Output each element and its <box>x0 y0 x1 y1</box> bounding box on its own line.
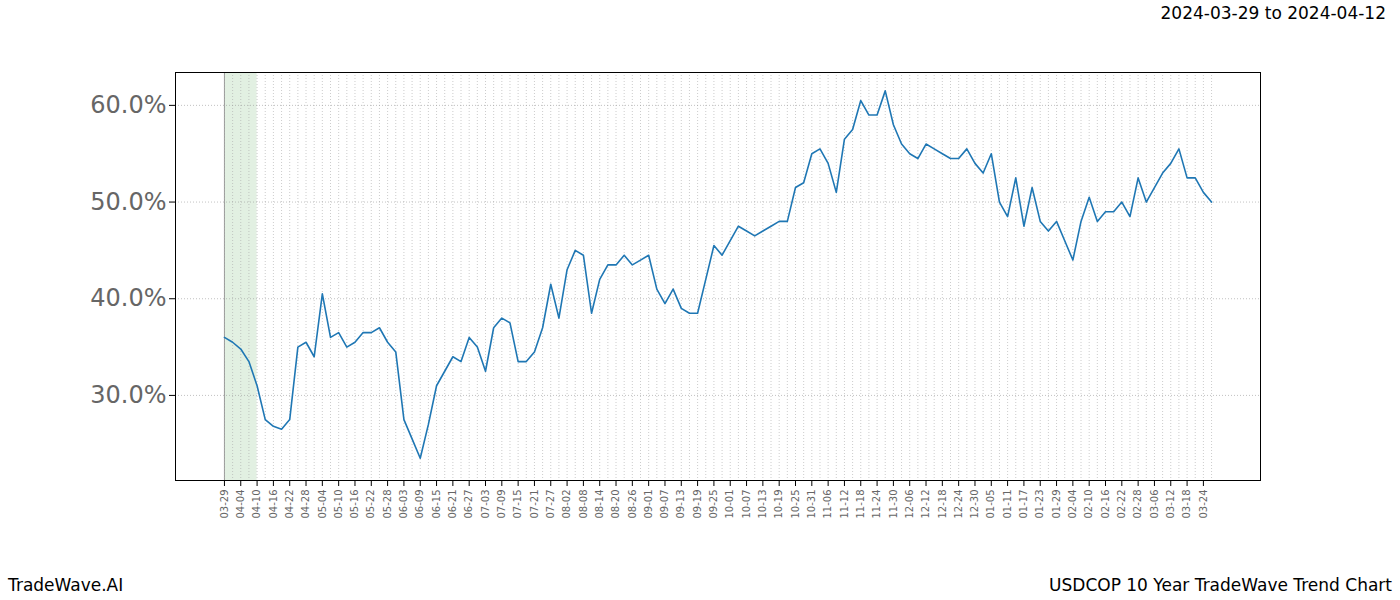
svg-text:05-22: 05-22 <box>365 490 376 519</box>
svg-text:08-02: 08-02 <box>561 490 572 519</box>
svg-text:02-16: 02-16 <box>1100 490 1111 519</box>
svg-text:08-14: 08-14 <box>594 490 605 519</box>
svg-text:04-22: 04-22 <box>284 490 295 519</box>
svg-text:07-09: 07-09 <box>496 490 507 519</box>
svg-text:40.0%: 40.0% <box>90 284 166 312</box>
svg-text:10-25: 10-25 <box>790 490 801 519</box>
html-text:USDCOP 10 Year TradeWave Trend: USDCOP 10 Year TradeWave Trend Chart <box>1049 575 1392 595</box>
svg-text:08-26: 08-26 <box>627 490 638 519</box>
svg-text:05-16: 05-16 <box>349 490 360 519</box>
svg-text:06-27: 06-27 <box>463 490 474 519</box>
svg-text:04-10: 04-10 <box>251 490 262 519</box>
html-text:TradeWave.AI: TradeWave.AI <box>8 575 124 595</box>
svg-text:09-19: 09-19 <box>692 490 703 519</box>
svg-text:03-12: 03-12 <box>1165 490 1176 519</box>
svg-text:08-08: 08-08 <box>578 490 589 519</box>
svg-text:02-28: 02-28 <box>1132 490 1143 519</box>
svg-text:11-06: 11-06 <box>822 490 833 519</box>
svg-text:09-25: 09-25 <box>708 490 719 519</box>
svg-text:07-15: 07-15 <box>512 490 523 519</box>
svg-text:10-31: 10-31 <box>806 490 817 519</box>
svg-text:10-01: 10-01 <box>724 490 735 519</box>
svg-text:09-07: 09-07 <box>659 490 670 519</box>
svg-text:10-07: 10-07 <box>741 490 752 519</box>
svg-text:05-04: 05-04 <box>317 490 328 519</box>
svg-text:11-30: 11-30 <box>888 490 899 519</box>
svg-text:03-29: 03-29 <box>219 490 230 519</box>
svg-text:01-05: 01-05 <box>985 490 996 519</box>
svg-text:30.0%: 30.0% <box>90 381 166 409</box>
svg-text:10-19: 10-19 <box>773 490 784 519</box>
svg-text:03-06: 03-06 <box>1149 490 1160 519</box>
svg-text:12-06: 12-06 <box>904 490 915 519</box>
html-text:2024-03-29 to 2024-04-12: 2024-03-29 to 2024-04-12 <box>1160 3 1386 23</box>
svg-text:12-30: 12-30 <box>969 490 980 519</box>
svg-text:04-16: 04-16 <box>268 490 279 519</box>
svg-text:05-10: 05-10 <box>333 490 344 519</box>
svg-text:12-24: 12-24 <box>953 490 964 519</box>
svg-text:11-12: 11-12 <box>839 490 850 519</box>
svg-text:01-11: 01-11 <box>1002 490 1013 519</box>
svg-text:06-09: 06-09 <box>414 490 425 519</box>
svg-text:09-13: 09-13 <box>675 490 686 519</box>
svg-text:07-03: 07-03 <box>480 490 491 519</box>
svg-text:50.0%: 50.0% <box>90 188 166 216</box>
svg-text:03-24: 03-24 <box>1198 490 1209 519</box>
svg-text:01-23: 01-23 <box>1034 490 1045 519</box>
svg-text:60.0%: 60.0% <box>90 91 166 119</box>
svg-text:01-17: 01-17 <box>1018 490 1029 519</box>
svg-text:12-12: 12-12 <box>920 490 931 519</box>
svg-text:10-13: 10-13 <box>757 490 768 519</box>
svg-text:07-21: 07-21 <box>529 490 540 519</box>
svg-text:04-28: 04-28 <box>300 490 311 519</box>
svg-text:06-03: 06-03 <box>398 490 409 519</box>
svg-text:02-10: 02-10 <box>1083 490 1094 519</box>
svg-text:07-27: 07-27 <box>545 490 556 519</box>
svg-text:03-18: 03-18 <box>1181 490 1192 519</box>
svg-text:12-18: 12-18 <box>937 490 948 519</box>
svg-text:11-24: 11-24 <box>871 490 882 519</box>
svg-text:06-15: 06-15 <box>431 490 442 519</box>
svg-text:04-04: 04-04 <box>235 490 246 519</box>
svg-text:05-28: 05-28 <box>382 490 393 519</box>
svg-text:02-04: 02-04 <box>1067 490 1078 519</box>
svg-text:11-18: 11-18 <box>855 490 866 519</box>
svg-text:08-20: 08-20 <box>610 490 621 519</box>
svg-text:01-29: 01-29 <box>1051 490 1062 519</box>
svg-text:09-01: 09-01 <box>643 490 654 519</box>
svg-text:06-21: 06-21 <box>447 490 458 519</box>
svg-text:02-22: 02-22 <box>1116 490 1127 519</box>
